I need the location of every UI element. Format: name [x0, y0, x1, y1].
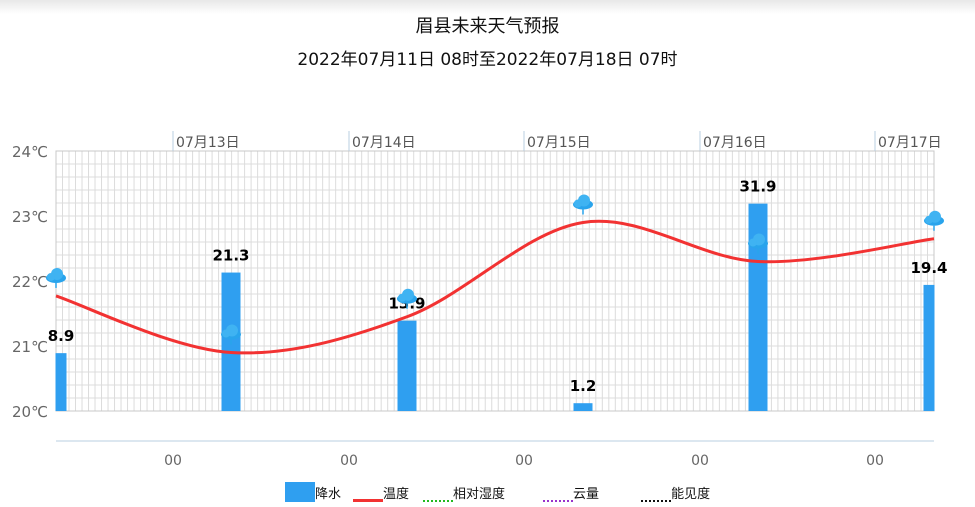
- legend-label-cloud: 云量: [573, 486, 600, 502]
- legend-item-precip[interactable]: 降水: [285, 482, 353, 502]
- top-axis-label: 07月13日: [176, 135, 240, 151]
- legend-label-humidity: 相对湿度: [453, 486, 506, 502]
- chart-subtitle: 2022年07月11日 08时至2022年07月18日 07时: [297, 50, 678, 70]
- rain-cloud-icon: [397, 288, 417, 309]
- y-tick-label: 21℃: [12, 338, 48, 356]
- bottom-axis-label: 00: [340, 453, 358, 469]
- precip-data-label: 21.3: [212, 247, 249, 265]
- top-shade: [0, 0, 975, 14]
- precip-bar: [748, 203, 768, 411]
- precip-data-label: 31.9: [739, 178, 776, 196]
- legend-item-temp[interactable]: 温度: [353, 483, 423, 502]
- top-axis-label: 07月15日: [527, 135, 591, 151]
- bottom-axis-label: 00: [866, 453, 884, 469]
- precip-bar: [573, 403, 593, 411]
- rain-cloud-icon: [748, 233, 768, 254]
- legend: 降水 温度 相对湿度 云量 能见度: [285, 482, 710, 502]
- rain-cloud-icon: [221, 324, 241, 345]
- legend-item-visibility[interactable]: 能见度: [641, 483, 710, 502]
- top-axis-label: 07月16日: [703, 135, 767, 151]
- legend-label-visibility: 能见度: [671, 486, 711, 502]
- rain-cloud-icon: [573, 194, 593, 215]
- bottom-axis-label: 00: [164, 453, 182, 469]
- cloud-part: [47, 272, 55, 281]
- cloud-part: [749, 238, 757, 247]
- chart-title: 眉县未来天气预报: [415, 16, 560, 37]
- legend-label-temp: 温度: [383, 486, 410, 502]
- legend-swatch-temp: [353, 498, 384, 502]
- legend-swatch-humidity: [423, 499, 454, 502]
- top-axis-label: 07月17日: [878, 135, 942, 151]
- legend-swatch-precip: [285, 482, 315, 502]
- temperature-line: [55, 219, 935, 355]
- y-tick-label: 23℃: [12, 208, 48, 226]
- legend-item-humidity[interactable]: 相对湿度: [423, 483, 543, 502]
- legend-swatch-visibility: [641, 499, 672, 502]
- bottom-axis-label: 00: [515, 453, 533, 469]
- precip-bar: [55, 353, 67, 411]
- y-tick-label: 22℃: [12, 273, 48, 291]
- cloud-part: [925, 215, 933, 224]
- precip-data-label: 19.4: [910, 259, 947, 277]
- rain-cloud-icon: [46, 267, 66, 288]
- legend-label-precip: 降水: [315, 487, 342, 502]
- bottom-axis-label: 00: [691, 453, 709, 469]
- cloud-part: [222, 329, 230, 338]
- y-tick-label: 20℃: [12, 403, 48, 421]
- cloud-part: [574, 199, 582, 208]
- top-axis-label: 07月14日: [352, 135, 416, 151]
- precip-bar: [923, 284, 935, 411]
- grid: [55, 150, 935, 412]
- precip-bar: [397, 320, 417, 411]
- precip-data-label: 8.9: [48, 327, 75, 345]
- cloud-part: [398, 293, 406, 302]
- legend-item-cloud[interactable]: 云量: [543, 483, 641, 502]
- rain-cloud-icon: [924, 210, 944, 231]
- precip-data-label: 1.2: [570, 377, 597, 395]
- legend-swatch-cloud: [543, 499, 574, 502]
- y-tick-label: 24℃: [12, 143, 48, 161]
